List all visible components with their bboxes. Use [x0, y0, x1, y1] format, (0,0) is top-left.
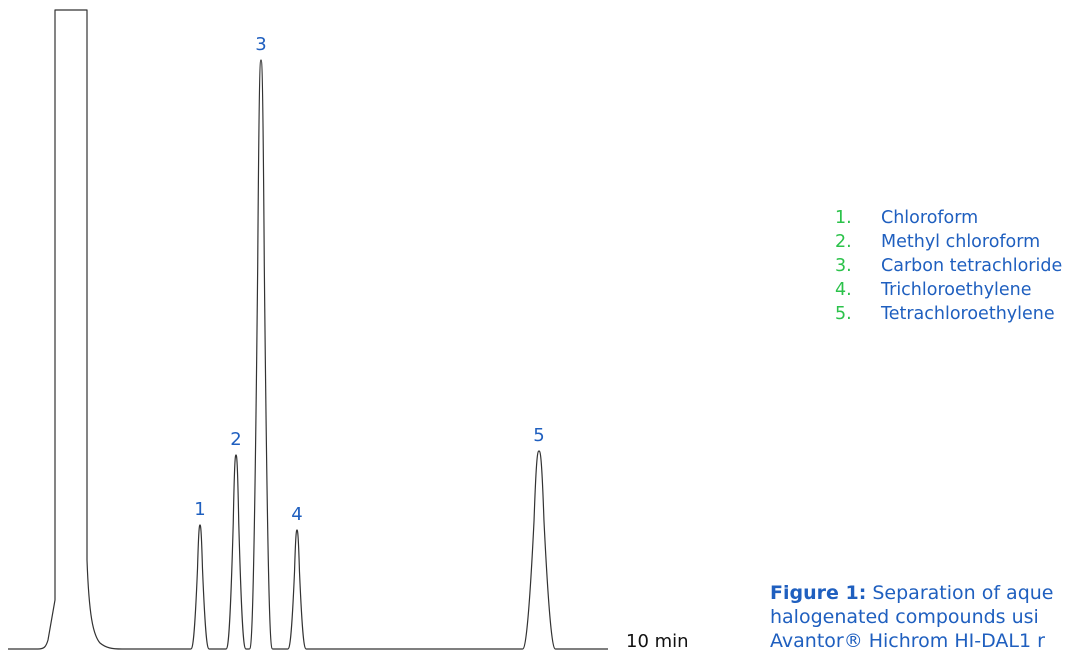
- peak-labels: 1 2 3 4 5: [194, 34, 544, 525]
- caption-line-2: halogenated compounds usi: [770, 606, 1039, 628]
- legend-item-name: Tetrachloroethylene: [881, 304, 1055, 324]
- chromatogram-trace: [8, 9, 608, 650]
- peak-label-2: 2: [230, 429, 241, 450]
- legend-item: 5. Tetrachloroethylene: [835, 302, 1062, 326]
- legend-item-number: 3.: [835, 256, 852, 276]
- time-axis-end-label: 10 min: [626, 631, 689, 652]
- legend-item: 3. Carbon tetrachloride: [835, 254, 1062, 278]
- legend-item: 4. Trichloroethylene: [835, 278, 1062, 302]
- legend-item: 2. Methyl chloroform: [835, 230, 1062, 254]
- peak-label-4: 4: [291, 504, 302, 525]
- legend-item-number: 5.: [835, 304, 852, 324]
- legend-item-name: Carbon tetrachloride: [881, 256, 1063, 276]
- caption-text-1: Separation of aque: [872, 582, 1054, 604]
- peak-label-1: 1: [194, 499, 205, 520]
- caption-label: Figure 1:: [770, 582, 867, 604]
- legend-item-number: 2.: [835, 232, 852, 252]
- legend: 1. Chloroform 2. Methyl chloroform 3. Ca…: [835, 206, 1062, 326]
- legend-item-number: 4.: [835, 280, 852, 300]
- legend-item-name: Methyl chloroform: [881, 232, 1041, 252]
- peak-label-3: 3: [255, 34, 266, 55]
- peak-label-5: 5: [533, 425, 544, 446]
- legend-item-name: Trichloroethylene: [881, 280, 1032, 300]
- legend-item: 1. Chloroform: [835, 206, 1062, 230]
- caption-line-3: Avantor® Hichrom HI-DAL1 r: [770, 630, 1045, 652]
- legend-item-name: Chloroform: [881, 208, 979, 228]
- figure-caption: Figure 1: Separation of aque halogenated…: [770, 581, 1092, 653]
- legend-item-number: 1.: [835, 208, 852, 228]
- caption-line-1: Figure 1: Separation of aque: [770, 581, 1092, 605]
